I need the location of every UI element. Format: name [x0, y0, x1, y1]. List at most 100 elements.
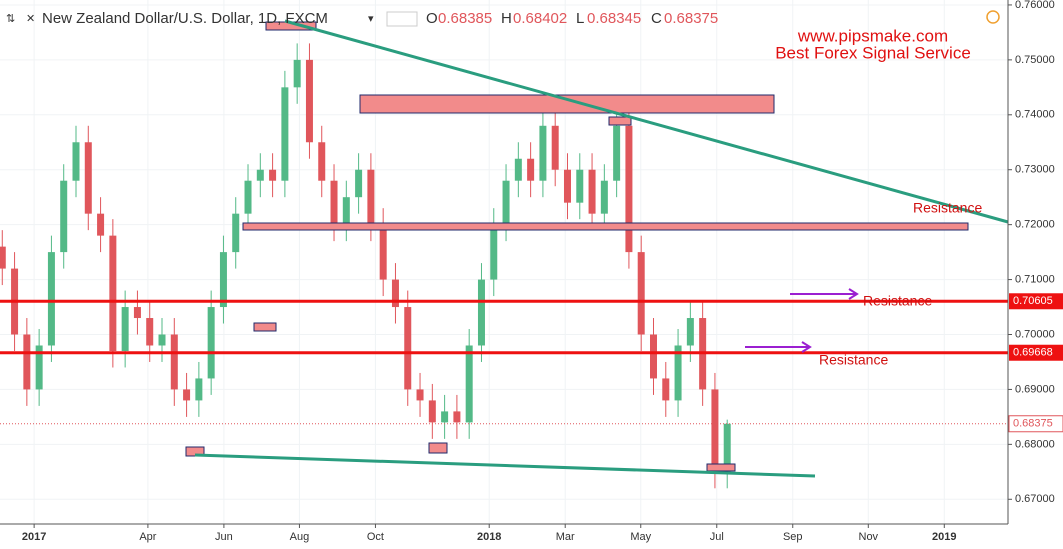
- candle-body: [465, 345, 473, 423]
- candle-body: [0, 246, 6, 269]
- candle-body: [158, 334, 166, 346]
- x-tick-label: Oct: [367, 531, 384, 543]
- x-tick-label: 2017: [22, 531, 46, 543]
- candle-body: [637, 252, 645, 335]
- candle-body: [355, 169, 363, 198]
- y-tick-label: 0.67000: [1015, 493, 1055, 505]
- axes: 0.67000 0.68000 0.69000 0.70000 0.71000 0.720…: [22, 0, 1063, 543]
- drawings: [185, 21, 969, 472]
- candle-body: [23, 334, 31, 390]
- candle-body: [305, 59, 313, 143]
- candle-body: [649, 334, 657, 379]
- price-label: 0.70605: [1013, 295, 1053, 307]
- candle-body: [256, 169, 264, 181]
- zone-box: [706, 463, 736, 472]
- candle-body: [219, 252, 227, 308]
- candle-body: [723, 423, 731, 472]
- candle-body: [674, 345, 682, 401]
- y-tick-label: 0.73000: [1015, 164, 1055, 176]
- arrows: [745, 288, 859, 353]
- candle-body: [662, 378, 670, 401]
- trendline: [194, 453, 816, 478]
- candle-body: [367, 169, 375, 225]
- annotation: Resistance: [819, 352, 888, 368]
- candle-body: [477, 279, 485, 346]
- candle-body: [170, 334, 178, 390]
- x-tick-label: Apr: [139, 531, 156, 543]
- price-label: 0.69668: [1013, 347, 1053, 359]
- price-label-bg: [1008, 415, 1063, 433]
- icon: ⇅: [6, 13, 15, 25]
- candle-body: [379, 224, 387, 280]
- y-tick-label: 0.69000: [1015, 383, 1055, 395]
- y-tick-label: 0.72000: [1015, 219, 1055, 231]
- arrow-head: [801, 341, 812, 353]
- candle-body: [686, 318, 694, 346]
- x-tick-label: Sep: [783, 531, 803, 543]
- candle-body: [318, 142, 326, 181]
- candle-body: [232, 213, 240, 253]
- zone-box: [428, 442, 448, 454]
- price-label-bg: [1009, 344, 1063, 361]
- icon: ✕: [26, 13, 35, 25]
- candle-body: [195, 378, 203, 401]
- candle-body: [109, 235, 117, 351]
- y-tick-label: 0.71000: [1015, 273, 1055, 285]
- ohlc-value: 0.68385: [438, 10, 492, 27]
- ohlc-value: 0.68402: [513, 10, 567, 27]
- ohlc-label: C: [651, 10, 662, 27]
- grid: [0, 0, 1008, 524]
- x-tick-label: 2019: [932, 531, 956, 543]
- watermark: Best Forex Signal Service: [775, 43, 971, 62]
- x-tick-label: Jun: [215, 531, 233, 543]
- candle-body: [133, 307, 141, 319]
- candle-body: [330, 180, 338, 225]
- candle-body: [502, 180, 510, 225]
- candle-body: [84, 142, 92, 214]
- candle-body: [47, 252, 55, 346]
- candle-body: [441, 411, 449, 423]
- header: ⇅ ✕ New Zealand Dollar/U.S. Dollar, 1D, …: [6, 10, 1000, 27]
- x-tick-label: Mar: [556, 531, 575, 543]
- candle-body: [576, 169, 584, 203]
- zone-box: [242, 222, 969, 231]
- candle-body: [72, 142, 80, 181]
- y-tick-label: 0.70000: [1015, 328, 1055, 340]
- price-label: 0.68375: [1013, 418, 1053, 430]
- symbol: New Zealand Dollar/U.S. Dollar, 1D, FXCM: [42, 10, 328, 27]
- candle-body: [588, 169, 596, 214]
- candle-body: [625, 125, 633, 253]
- alert-icon[interactable]: [986, 10, 1000, 24]
- x-tick-label: May: [630, 531, 651, 543]
- x-tick-label: Jul: [710, 531, 724, 543]
- candle-body: [391, 279, 399, 308]
- annotation: Resistance: [913, 200, 982, 216]
- candle-body: [404, 307, 412, 390]
- candle-body: [416, 389, 424, 401]
- price-label-bg: [1009, 293, 1063, 310]
- y-tick-label: 0.76000: [1015, 0, 1055, 11]
- candle-body: [269, 169, 277, 181]
- candle-body: [35, 345, 43, 390]
- candle-body: [514, 158, 522, 181]
- y-axis-bg: [1008, 0, 1063, 549]
- candle-body: [711, 389, 719, 472]
- candle-body: [60, 180, 68, 253]
- candle-body: [183, 389, 191, 401]
- zone-box: [608, 116, 632, 126]
- ohlc-value: 0.68345: [587, 10, 641, 27]
- candle-body: [146, 318, 154, 346]
- arrow-head: [848, 288, 859, 300]
- toggle[interactable]: [386, 11, 418, 27]
- icon: ▾: [368, 13, 374, 25]
- candle-body: [97, 213, 105, 236]
- candle-body: [342, 197, 350, 225]
- candle-body: [490, 224, 498, 280]
- candle-body: [281, 87, 289, 181]
- candle-body: [600, 180, 608, 214]
- x-tick-label: Aug: [290, 531, 310, 543]
- candle-body: [563, 169, 571, 203]
- levels: [0, 299, 1008, 425]
- trendline: [284, 19, 1009, 224]
